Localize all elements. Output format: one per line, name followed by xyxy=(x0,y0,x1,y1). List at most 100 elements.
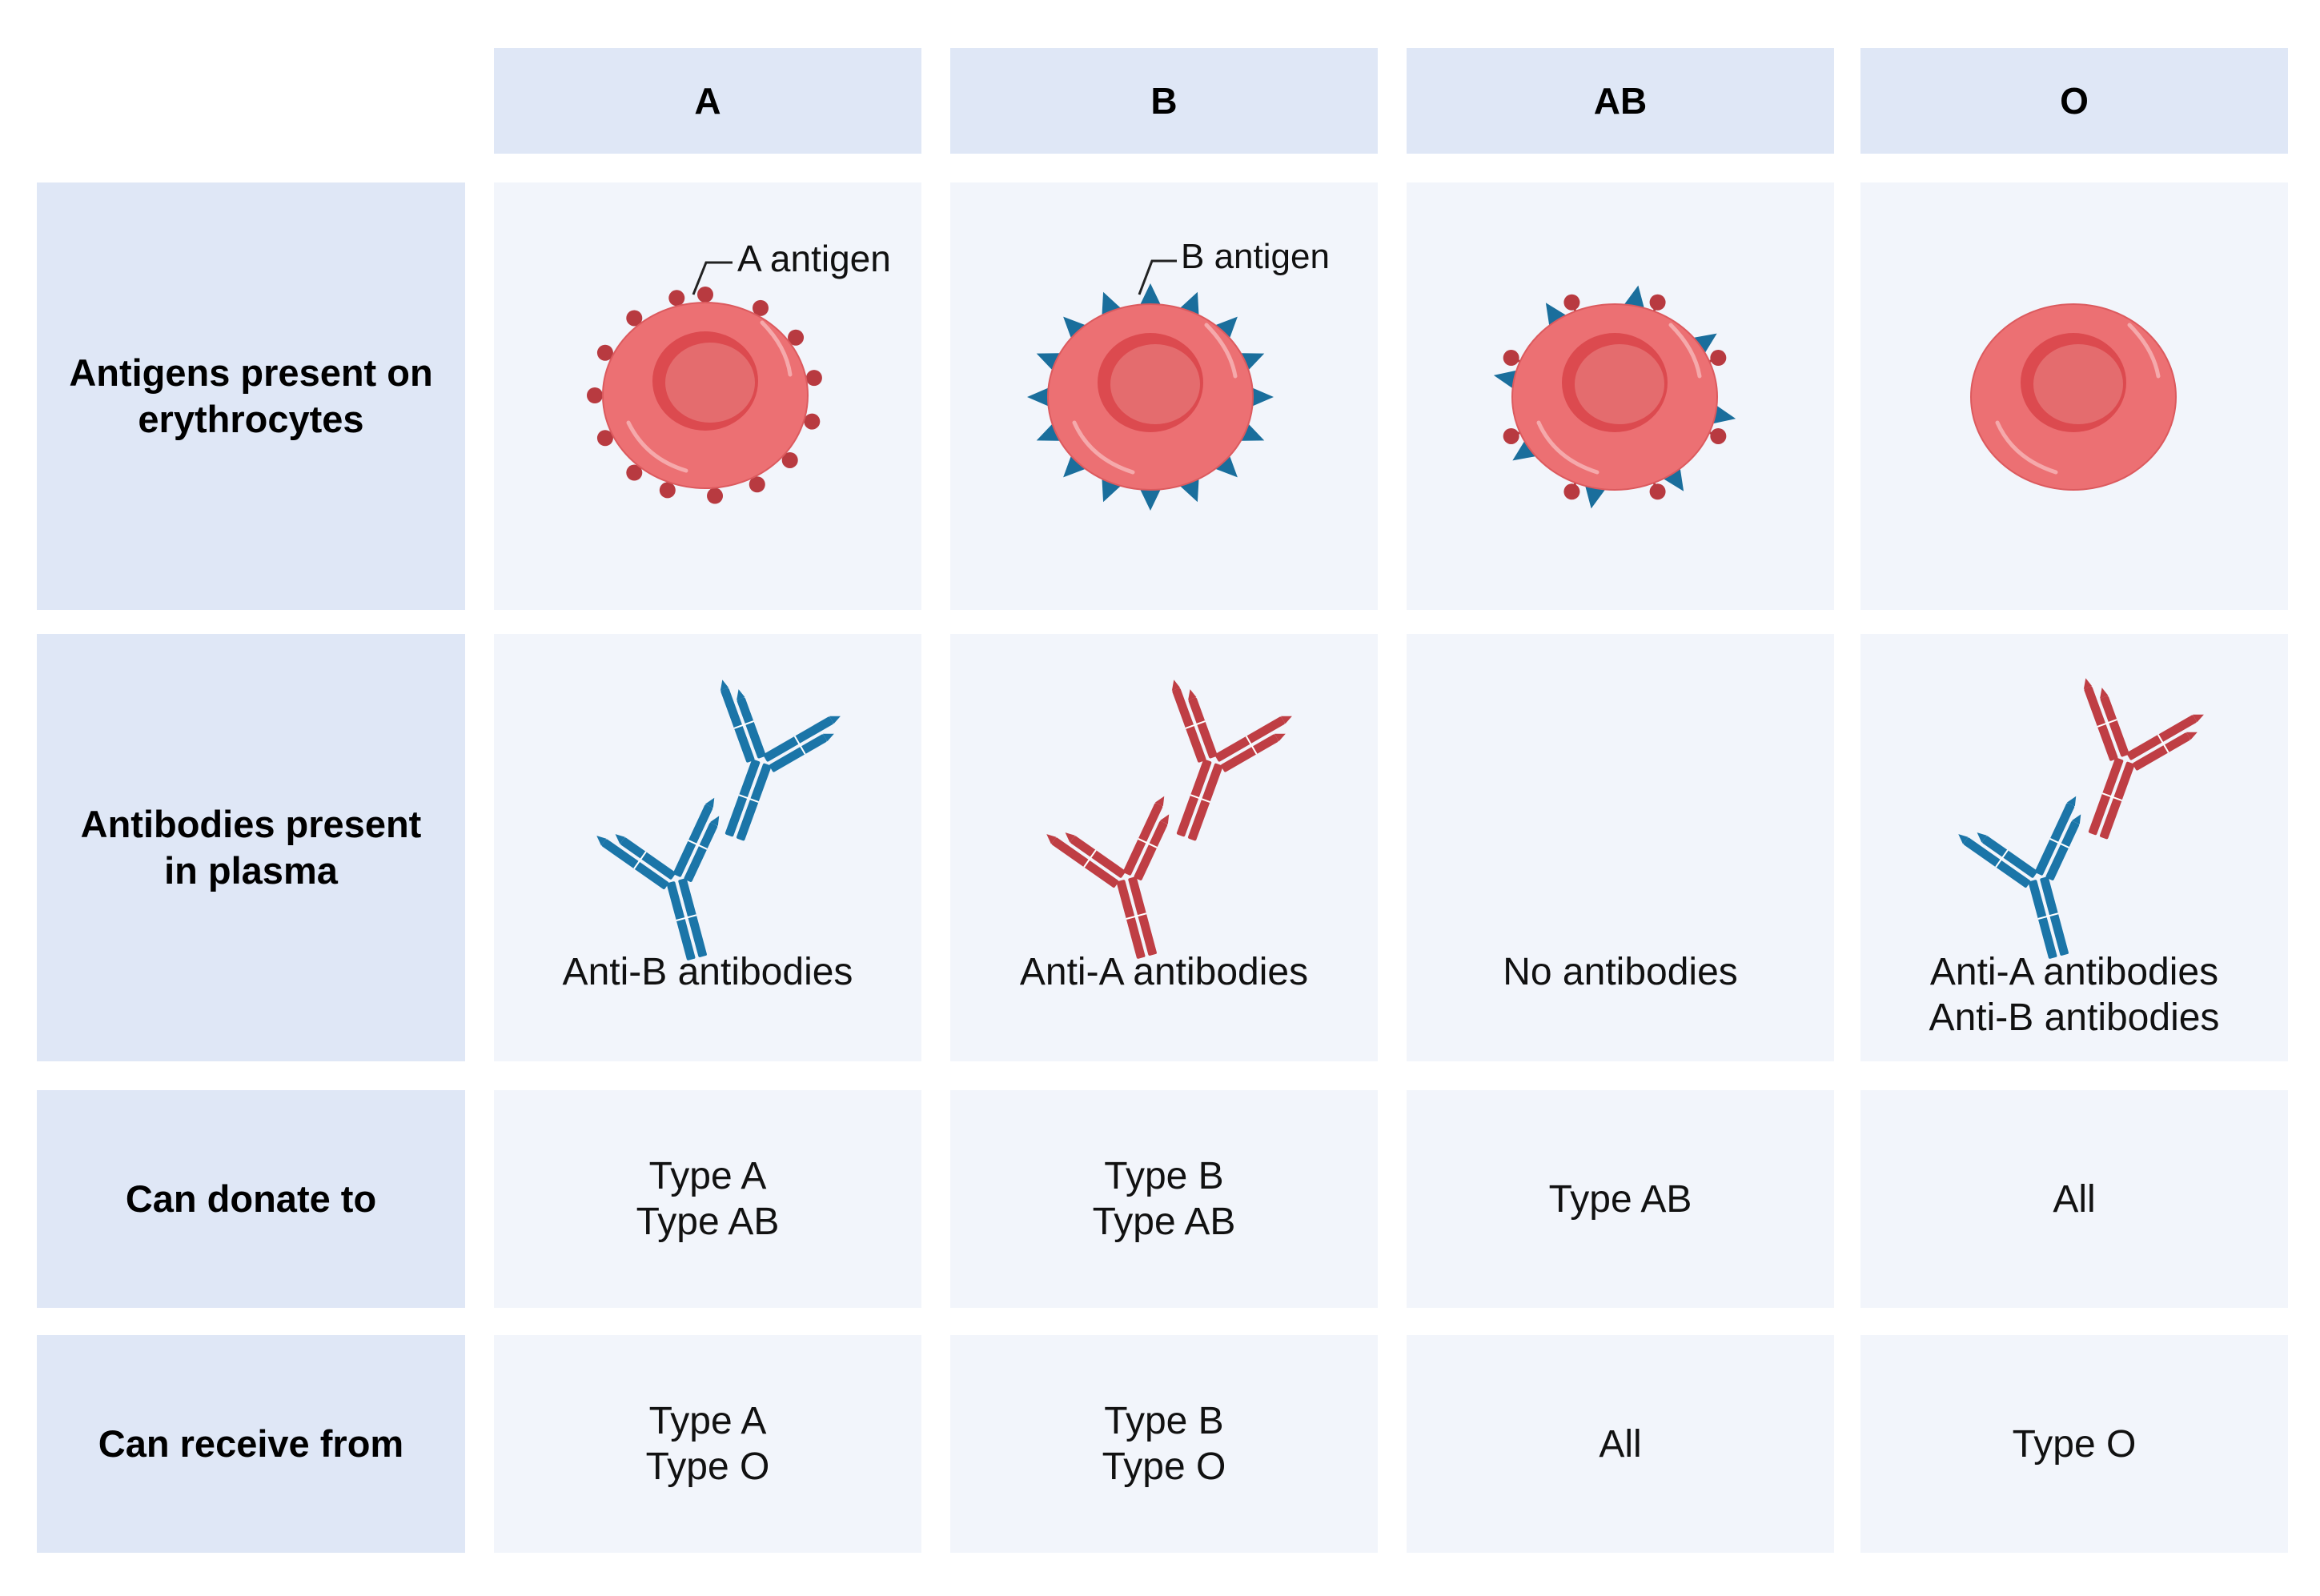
erythrocyte-a-antigen-illustration xyxy=(587,261,822,504)
receive-line: All xyxy=(1599,1422,1642,1466)
column-header-ab: AB xyxy=(1407,48,1834,154)
donate-line: Type AB xyxy=(1548,1177,1692,1221)
row-label-line: Can receive from xyxy=(98,1422,404,1465)
antibody-label: Anti-A antibodies xyxy=(1019,951,1309,993)
receive-line: Type O xyxy=(1102,1446,1226,1488)
donate-cell-o: All xyxy=(1860,1090,2288,1308)
antibody-icon xyxy=(720,680,841,841)
donate-cell-ab: Type AB xyxy=(1407,1090,1834,1308)
antibody-icon xyxy=(596,797,720,960)
row-label-donate: Can donate to xyxy=(37,1090,465,1308)
a-antigen-leader-line xyxy=(692,261,733,295)
donate-cell-a: Type A Type AB xyxy=(494,1090,921,1308)
receive-line: Type A xyxy=(648,1400,767,1442)
anti-a-antibody-illustration xyxy=(1046,680,1292,959)
erythrocyte-icon xyxy=(1970,303,2177,491)
b-antigen-spike xyxy=(1210,316,1238,343)
b-antigen-spike xyxy=(1027,385,1054,409)
receive-line: Type O xyxy=(645,1446,770,1488)
row-label-line: Antigens present on xyxy=(69,351,433,394)
a-antigen-dot xyxy=(805,370,822,387)
donate-line: All xyxy=(2053,1177,2096,1221)
antibody-label: Anti-B antibodies xyxy=(1929,996,2220,1039)
receive-cell-b: Type B Type O xyxy=(950,1335,1378,1553)
antibody-label: No antibodies xyxy=(1503,951,1738,993)
b-antigen-spike xyxy=(1063,316,1091,343)
antibody-cell-b: Anti-A antibodies xyxy=(950,634,1378,1061)
a-antigen-dots xyxy=(587,287,822,504)
donate-line: Type AB xyxy=(1092,1201,1236,1243)
antibody-cell-a: Anti-B antibodies xyxy=(494,634,921,1061)
a-antigen-dot xyxy=(1649,483,1666,500)
erythrocyte-ab-antigen-illustration xyxy=(1493,285,1736,509)
receive-line: Type B xyxy=(1104,1400,1224,1442)
antigen-cell-b: B antigen xyxy=(950,182,1378,610)
antibody-icon xyxy=(1958,796,2081,959)
a-antigen-dot xyxy=(1649,294,1666,311)
anti-b-antibody-illustration xyxy=(596,680,841,960)
donate-cell-b: Type B Type AB xyxy=(950,1090,1378,1308)
antibody-label: Anti-B antibodies xyxy=(562,951,853,993)
a-antigen-dot xyxy=(587,387,603,403)
antibody-icon xyxy=(1046,796,1170,959)
b-antigen-spike xyxy=(1063,451,1091,478)
a-antigen-dot xyxy=(788,329,805,346)
a-antigen-dot xyxy=(1563,294,1580,311)
antibody-icon xyxy=(2083,678,2204,840)
antigen-cell-o xyxy=(1860,182,2288,610)
row-label-antigens: Antigens present on erythrocytes xyxy=(37,182,465,610)
antibody-cell-ab: No antibodies xyxy=(1407,634,1834,1061)
erythrocyte-icon xyxy=(602,302,809,489)
a-antigen-label: A antigen xyxy=(737,238,891,279)
erythrocyte-icon xyxy=(1511,303,1718,491)
antibody-icon xyxy=(1171,680,1292,841)
b-antigen-leader-line xyxy=(1138,259,1177,295)
a-antigen-dot xyxy=(1710,350,1727,367)
row-label-antibodies: Antibodies present in plasma xyxy=(37,634,465,1061)
row-label-line: Can donate to xyxy=(125,1177,377,1220)
a-antigen-dot xyxy=(1563,483,1580,500)
a-antigen-dot xyxy=(749,476,765,493)
row-label-line: erythrocytes xyxy=(138,398,364,440)
a-antigen-dot xyxy=(596,344,613,361)
antibody-cell-o: Anti-A antibodies Anti-B antibodies xyxy=(1860,634,2288,1061)
anti-a-anti-b-antibody-illustration xyxy=(1958,678,2204,959)
column-header-label: AB xyxy=(1593,80,1648,122)
a-antigen-dot xyxy=(1710,427,1727,444)
donate-line: Type A xyxy=(648,1155,767,1197)
b-antigen-spike xyxy=(1138,484,1163,511)
receive-cell-a: Type A Type O xyxy=(494,1335,921,1553)
b-antigen-spike xyxy=(1210,451,1238,478)
column-header-b: B xyxy=(950,48,1378,154)
donate-line: Type B xyxy=(1104,1155,1224,1197)
donate-line: Type AB xyxy=(636,1201,780,1243)
erythrocyte-b-antigen-illustration xyxy=(1027,259,1274,511)
column-header-a: A xyxy=(494,48,921,154)
a-antigen-dot xyxy=(668,290,685,307)
a-antigen-dot xyxy=(697,287,713,303)
a-antigen-dot xyxy=(596,430,613,447)
column-header-label: B xyxy=(1150,80,1178,122)
receive-cell-ab: All xyxy=(1407,1335,1834,1553)
a-antigen-dot xyxy=(753,299,769,316)
erythrocyte-icon xyxy=(1047,303,1254,491)
a-antigen-dot xyxy=(626,310,643,327)
a-antigen-dot xyxy=(804,413,821,430)
a-antigen-dot xyxy=(781,451,798,468)
column-header-o: O xyxy=(1860,48,2288,154)
antibody-label: Anti-A antibodies xyxy=(1929,951,2219,993)
a-antigen-dot xyxy=(707,487,724,504)
row-label-line: Antibodies present xyxy=(80,803,422,845)
a-antigen-dot xyxy=(659,482,676,499)
column-header-label: O xyxy=(2060,80,2089,122)
antigen-cell-a: A antigen xyxy=(494,182,921,610)
a-antigen-dot xyxy=(1503,350,1519,367)
receive-line: Type O xyxy=(2012,1422,2137,1466)
row-label-receive: Can receive from xyxy=(37,1335,465,1553)
b-antigen-label: B antigen xyxy=(1181,237,1330,276)
a-antigen-dot xyxy=(1503,427,1519,444)
b-antigen-spike xyxy=(1138,283,1163,310)
receive-cell-o: Type O xyxy=(1860,1335,2288,1553)
column-header-label: A xyxy=(694,80,721,122)
a-antigen-dot xyxy=(626,464,643,481)
